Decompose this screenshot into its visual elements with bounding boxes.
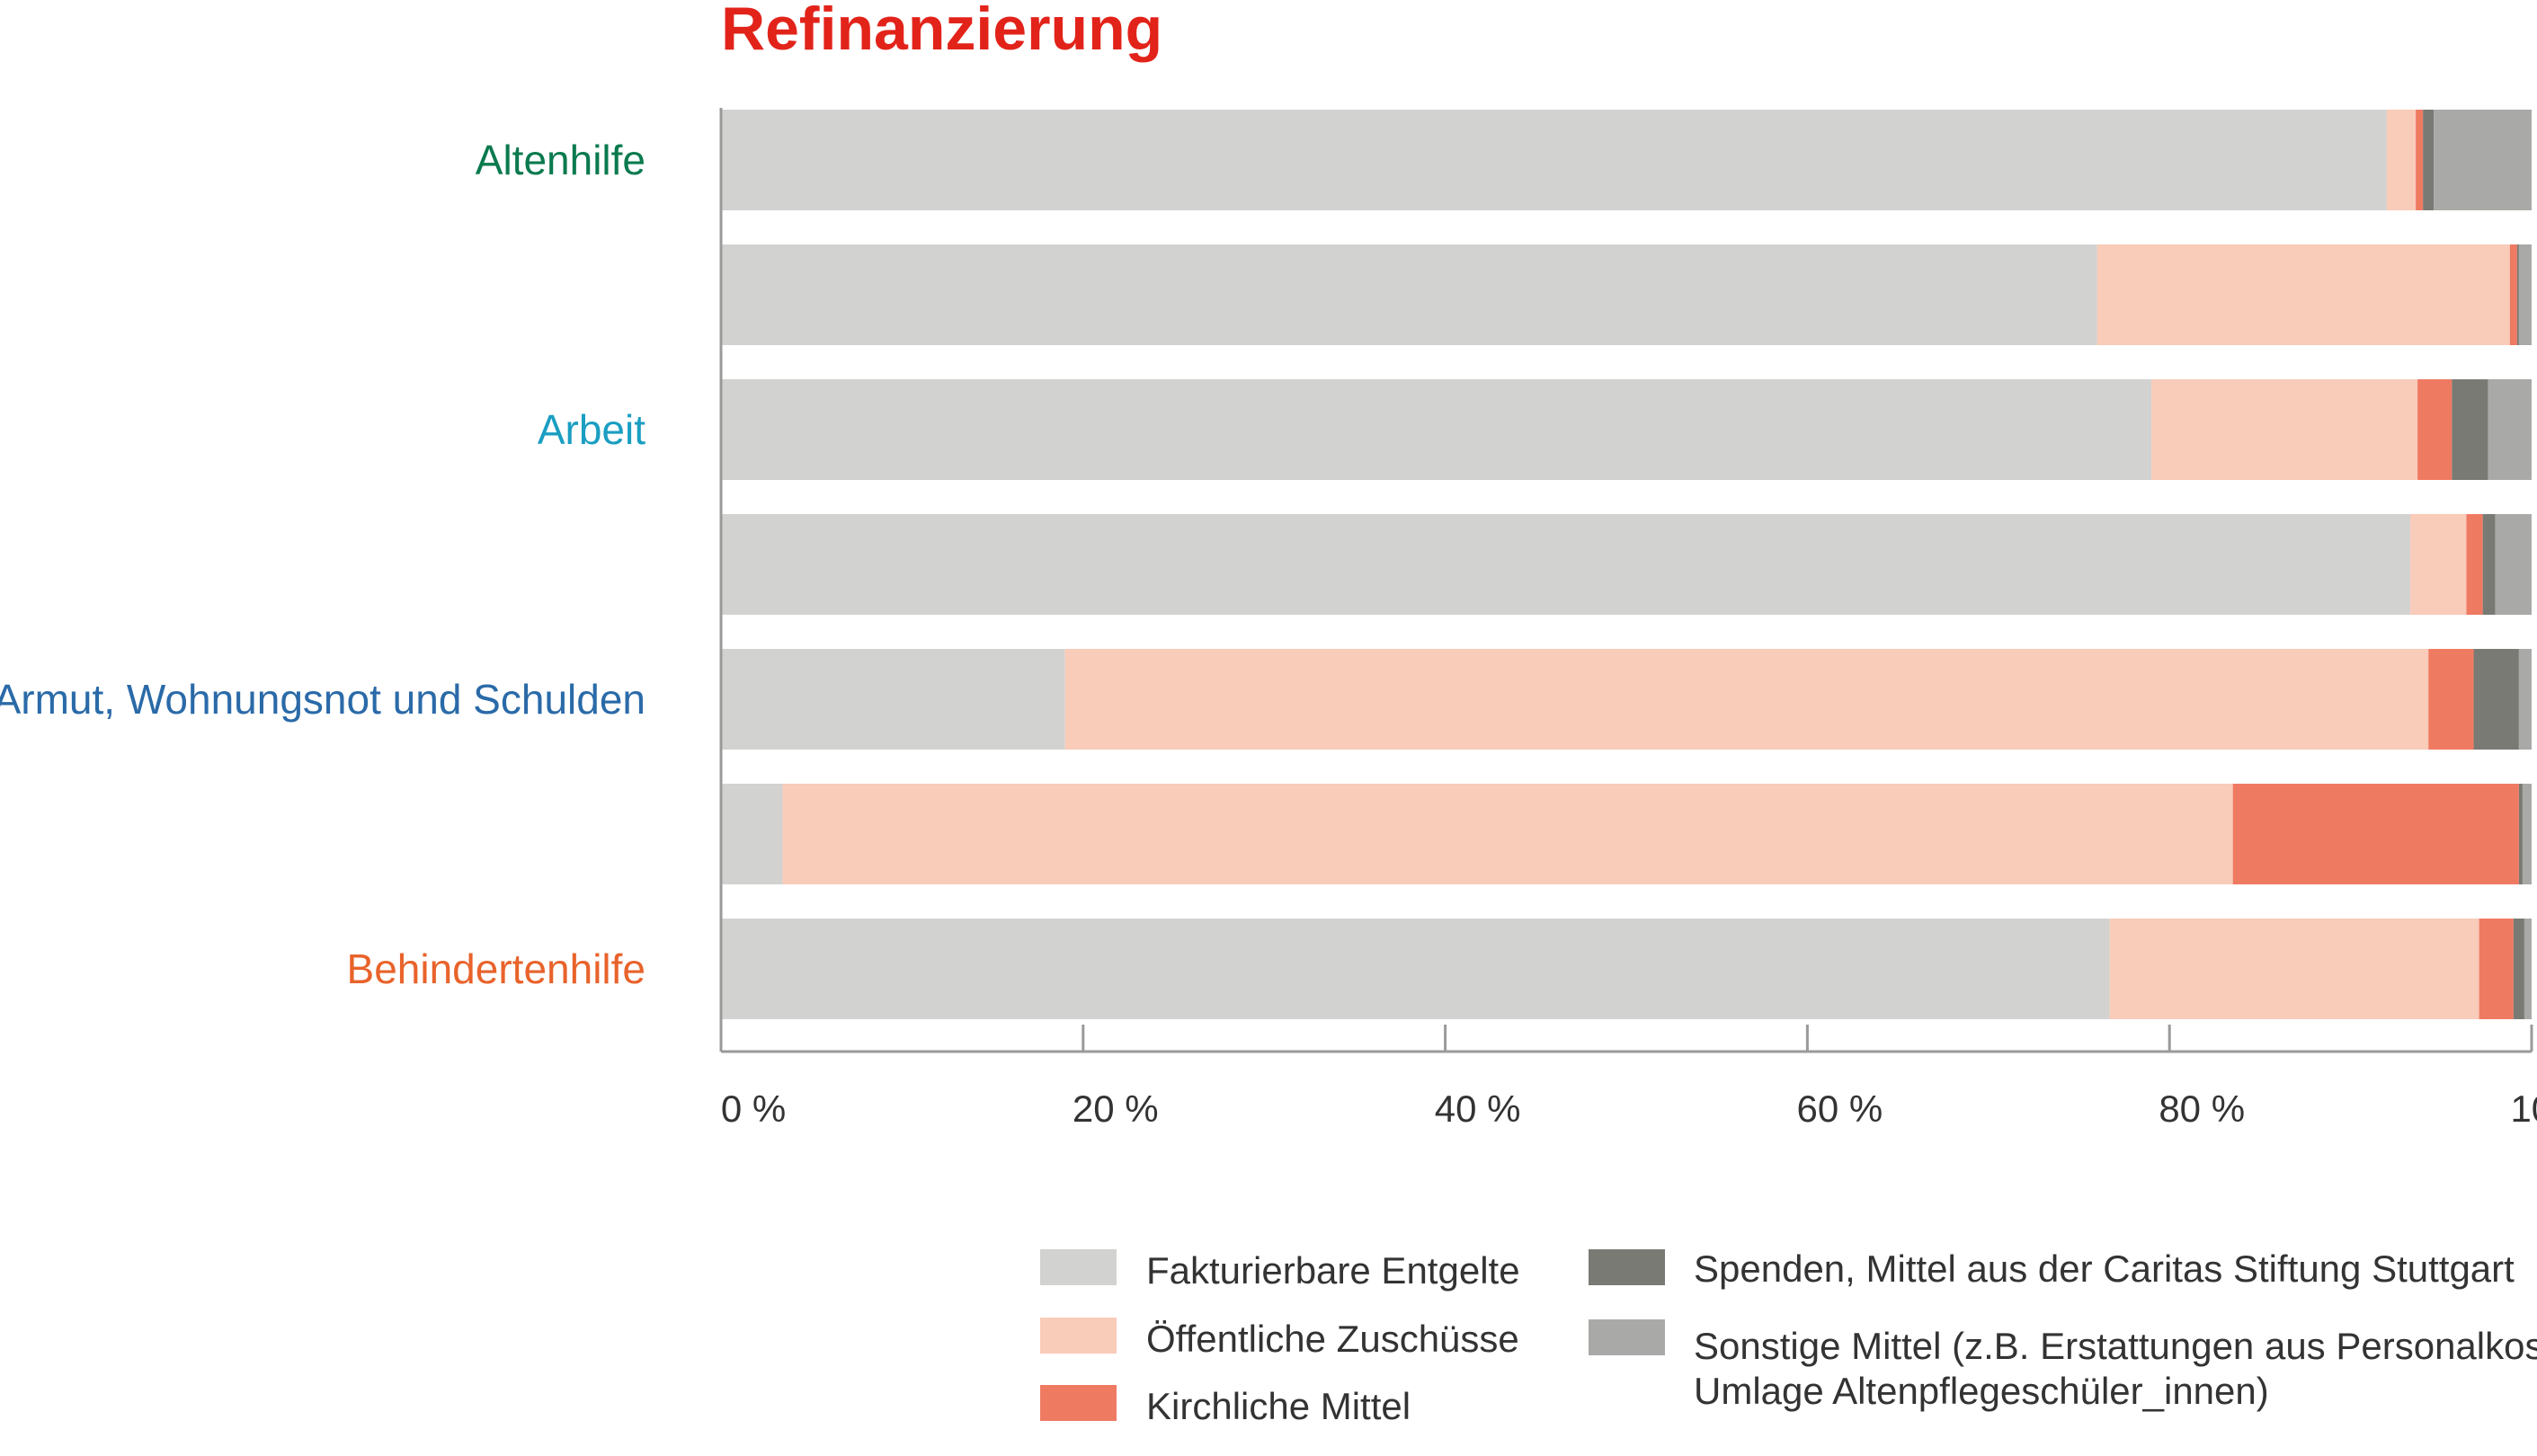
x-tick-label: 40 % xyxy=(1435,1088,1521,1130)
legend-label: Sonstige Mittel (z.B. Erstattungen aus P… xyxy=(1694,1325,2537,1367)
chart-title: Refinanzierung xyxy=(721,0,1162,63)
bar-segment xyxy=(2151,379,2418,480)
bar-segment xyxy=(2473,649,2519,750)
bar-segment xyxy=(2109,919,2479,1019)
x-tick-label: 0 % xyxy=(721,1088,786,1130)
category-label: Altenhilfe xyxy=(476,137,645,183)
bar-segment xyxy=(721,379,2152,480)
x-tick-label: 80 % xyxy=(2159,1088,2245,1130)
legend-label: Umlage Altenpflegeschüler_innen) xyxy=(1694,1370,2269,1412)
bar-segment xyxy=(721,919,2110,1019)
x-tick-label: 100 % xyxy=(2510,1088,2537,1130)
legend-swatch xyxy=(1040,1385,1117,1421)
bar-segment xyxy=(2518,244,2532,345)
bar-segment xyxy=(721,649,1065,750)
bar-segment xyxy=(2518,649,2532,750)
x-tick-label: 20 % xyxy=(1073,1088,1159,1130)
bar-segment xyxy=(2513,919,2524,1019)
bar-segment xyxy=(782,784,2233,884)
bar-segment xyxy=(2524,919,2532,1019)
legend-swatch xyxy=(1589,1249,1665,1285)
legend-label: Öffentliche Zuschüsse xyxy=(1146,1318,1519,1360)
bar-segment xyxy=(2417,379,2452,480)
bar-segment xyxy=(2423,110,2435,210)
bar-segment xyxy=(2416,110,2424,210)
legend-label: Fakturierbare Entgelte xyxy=(1146,1249,1520,1292)
bar-segment xyxy=(2410,514,2467,615)
bar-segment xyxy=(2488,379,2532,480)
bar-segment xyxy=(2232,784,2519,884)
bar-segment xyxy=(2434,110,2532,210)
legend-label: Kirchliche Mittel xyxy=(1146,1385,1411,1427)
legend-swatch xyxy=(1040,1249,1117,1285)
bar-segment xyxy=(721,514,2411,615)
bar-segment xyxy=(2479,919,2514,1019)
legend-label: Spenden, Mittel aus der Caritas Stiftung… xyxy=(1694,1247,2515,1290)
category-label: Armut, Wohnungsnot und Schulden xyxy=(0,676,645,723)
bar-segment xyxy=(2452,379,2488,480)
bar-segment xyxy=(2482,514,2496,615)
category-label: Arbeit xyxy=(538,406,645,453)
bar-segment xyxy=(2522,784,2532,884)
bar-segment xyxy=(1064,649,2429,750)
bar-segment xyxy=(2386,110,2417,210)
bar-segment xyxy=(721,244,2097,345)
bar-segment xyxy=(2516,244,2519,345)
bar-segment xyxy=(2518,784,2523,884)
bar-segment xyxy=(2096,244,2510,345)
bar-segment xyxy=(721,110,2387,210)
bar-segment xyxy=(2466,514,2483,615)
category-label: Behindertenhilfe xyxy=(347,946,645,992)
bar-segment xyxy=(2495,514,2532,615)
bar-segment xyxy=(2509,244,2517,345)
legend-swatch xyxy=(1040,1318,1117,1354)
legend-swatch xyxy=(1589,1319,1665,1355)
bar-segment xyxy=(2428,649,2474,750)
bar-segment xyxy=(721,784,783,884)
x-tick-label: 60 % xyxy=(1797,1088,1883,1130)
